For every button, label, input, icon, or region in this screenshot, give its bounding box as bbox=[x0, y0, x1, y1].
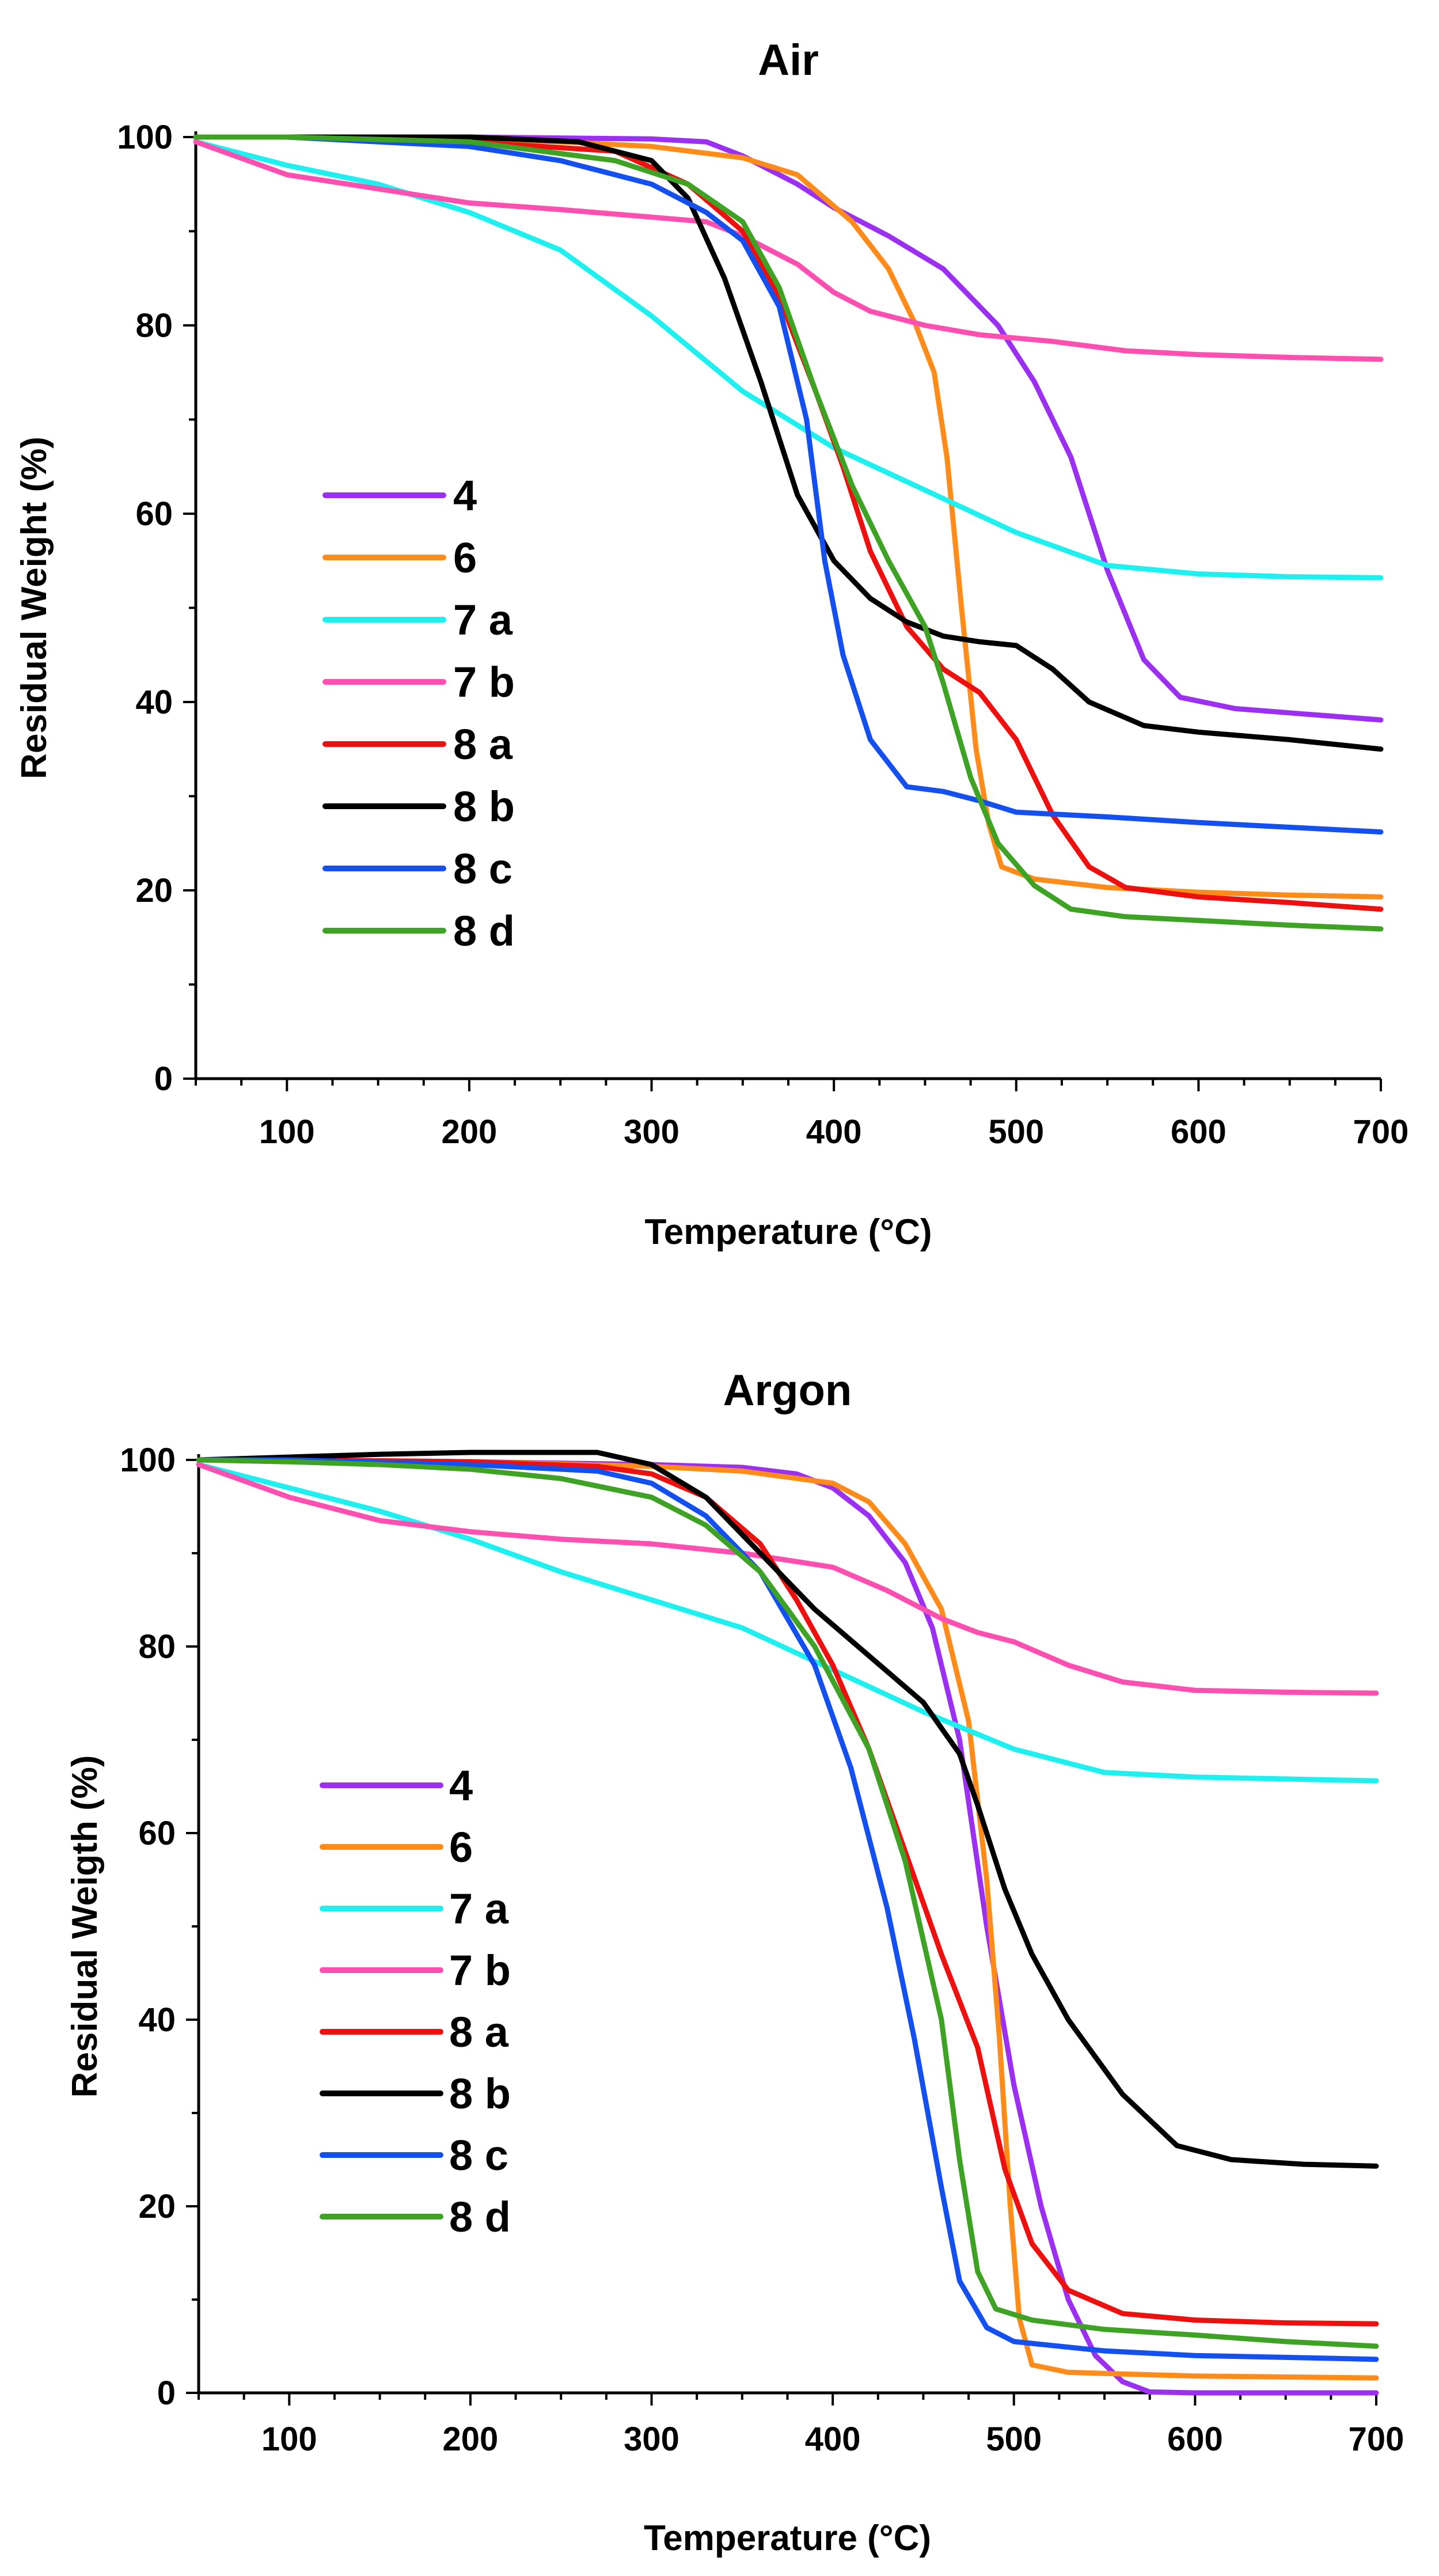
y-tick-label: 100 bbox=[120, 1441, 176, 1479]
legend-label: 6 bbox=[449, 1823, 473, 1871]
y-axis-label: Residual Weigth (%) bbox=[65, 1755, 105, 2098]
legend-label: 6 bbox=[453, 534, 477, 582]
x-tick-label: 500 bbox=[986, 2421, 1042, 2458]
chart-title: Argon bbox=[723, 1366, 852, 1415]
x-tick-label: 700 bbox=[1349, 2421, 1404, 2458]
legend-label: 8 d bbox=[453, 907, 515, 955]
series-line-7b bbox=[196, 1462, 1379, 1696]
x-tick-label: 600 bbox=[1171, 1113, 1227, 1151]
y-tick-label: 60 bbox=[135, 495, 173, 533]
series-line-8d bbox=[196, 1457, 1379, 2349]
x-tick-label: 400 bbox=[805, 2421, 861, 2458]
series-line-7b bbox=[193, 139, 1384, 362]
legend-label: 8 b bbox=[449, 2070, 511, 2118]
series-line-8b bbox=[193, 134, 1384, 752]
y-tick-label: 100 bbox=[117, 119, 173, 156]
x-tick-label: 600 bbox=[1167, 2421, 1223, 2458]
series-line-8b bbox=[196, 1450, 1379, 2169]
x-tick-label: 500 bbox=[988, 1113, 1044, 1151]
legend-label: 7 b bbox=[453, 658, 515, 706]
legend-label: 8 b bbox=[453, 783, 515, 830]
legend-label: 8 c bbox=[449, 2131, 508, 2179]
y-tick-label: 20 bbox=[135, 872, 173, 909]
y-tick-label: 80 bbox=[138, 1628, 176, 1666]
x-tick-label: 100 bbox=[259, 1113, 315, 1151]
y-tick-label: 80 bbox=[135, 307, 173, 344]
x-axis-label: Temperature (°C) bbox=[644, 2518, 931, 2558]
y-tick-label: 40 bbox=[138, 2001, 176, 2039]
legend-label: 7 a bbox=[449, 1885, 509, 1933]
legend-label: 8 c bbox=[453, 845, 512, 893]
air-chart: Air 100 200 300 400 500 600 700 0 20 40 60 80 100 Temp… bbox=[14, 36, 1408, 1252]
legend-label: 7 b bbox=[449, 1947, 511, 1994]
x-tick-label: 100 bbox=[261, 2421, 317, 2458]
series-line-8c bbox=[193, 134, 1384, 835]
legend-label: 4 bbox=[449, 1762, 473, 1809]
y-tick-label: 0 bbox=[157, 2374, 176, 2412]
series-line-8d bbox=[193, 134, 1384, 932]
y-axis-label: Residual Weight (%) bbox=[14, 437, 54, 779]
argon-chart: Argon 100 200 300 400 500 600 700 0 20 40 60 80 100 Te… bbox=[65, 1366, 1404, 2558]
y-tick-label: 0 bbox=[154, 1060, 173, 1098]
y-tick-label: 20 bbox=[138, 2188, 176, 2225]
series-line-6 bbox=[196, 1457, 1379, 2381]
x-tick-label: 200 bbox=[443, 2421, 499, 2458]
y-tick-label: 60 bbox=[138, 1815, 176, 1852]
chart-title: Air bbox=[758, 36, 819, 85]
x-tick-label: 400 bbox=[806, 1113, 862, 1151]
x-tick-label: 200 bbox=[442, 1113, 498, 1151]
series-line-4 bbox=[193, 134, 1384, 723]
legend-label: 7 a bbox=[453, 596, 513, 644]
x-tick-label: 700 bbox=[1353, 1113, 1409, 1151]
x-tick-label: 300 bbox=[624, 1113, 679, 1151]
x-axis-label: Temperature (°C) bbox=[644, 1212, 932, 1252]
series-line-7a bbox=[196, 1462, 1379, 1784]
legend-label: 8 a bbox=[449, 2008, 509, 2056]
legend-label: 4 bbox=[453, 472, 477, 519]
legend-label: 8 d bbox=[449, 2193, 511, 2241]
x-tick-label: 300 bbox=[624, 2421, 679, 2458]
legend-label: 8 a bbox=[453, 720, 513, 768]
series-line-8c bbox=[196, 1457, 1379, 2362]
y-tick-label: 40 bbox=[135, 684, 173, 721]
